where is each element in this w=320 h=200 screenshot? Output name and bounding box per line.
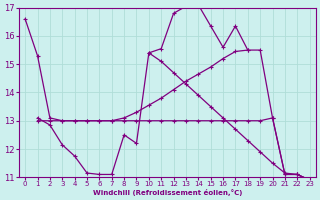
X-axis label: Windchill (Refroidissement éolien,°C): Windchill (Refroidissement éolien,°C) [93,189,242,196]
